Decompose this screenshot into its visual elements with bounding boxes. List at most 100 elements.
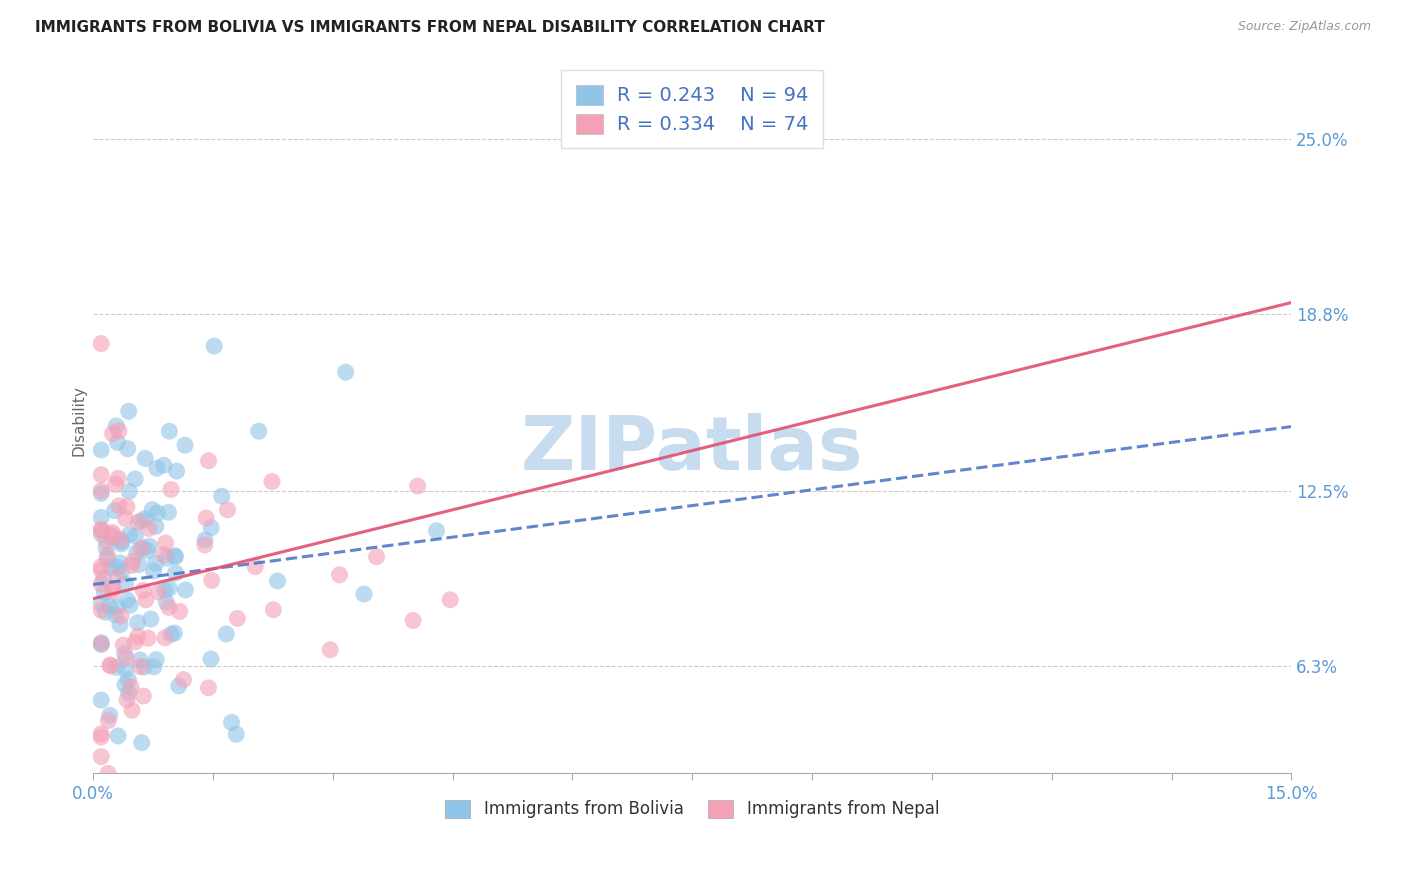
Point <box>197 681 219 695</box>
Point <box>136 543 159 558</box>
Point <box>134 451 156 466</box>
Point <box>90 730 112 744</box>
Point <box>134 660 156 674</box>
Point <box>266 574 288 588</box>
Point <box>124 635 146 649</box>
Point <box>90 442 112 457</box>
Point <box>160 627 183 641</box>
Point <box>107 471 129 485</box>
Point <box>97 549 120 563</box>
Point <box>115 651 138 665</box>
Point <box>122 554 145 568</box>
Point <box>107 729 129 743</box>
Point <box>94 605 117 619</box>
Point <box>165 566 187 580</box>
Point <box>118 527 141 541</box>
Point <box>145 653 167 667</box>
Point <box>157 505 180 519</box>
Point <box>260 475 283 489</box>
Point <box>117 686 139 700</box>
Point <box>97 766 120 780</box>
Point <box>117 673 139 687</box>
Legend: Immigrants from Bolivia, Immigrants from Nepal: Immigrants from Bolivia, Immigrants from… <box>439 793 946 825</box>
Point <box>226 611 249 625</box>
Point <box>110 564 132 578</box>
Point <box>101 426 124 441</box>
Point <box>114 678 136 692</box>
Point <box>166 464 188 478</box>
Point <box>108 617 131 632</box>
Point <box>105 660 128 674</box>
Point <box>118 484 141 499</box>
Point <box>90 749 112 764</box>
Point <box>328 567 350 582</box>
Point <box>90 467 112 482</box>
Point <box>90 336 112 351</box>
Point <box>100 560 122 574</box>
Point <box>90 559 112 574</box>
Point <box>121 703 143 717</box>
Point <box>200 652 222 666</box>
Point <box>90 486 112 500</box>
Point <box>96 551 118 566</box>
Point <box>125 545 148 559</box>
Point <box>90 483 112 498</box>
Point <box>157 581 180 595</box>
Point <box>120 680 142 694</box>
Point <box>111 535 134 549</box>
Point <box>160 483 183 497</box>
Point <box>114 576 136 591</box>
Point <box>221 715 243 730</box>
Point <box>90 636 112 650</box>
Point <box>107 435 129 450</box>
Point <box>215 627 238 641</box>
Point <box>201 574 224 588</box>
Point <box>112 638 135 652</box>
Point <box>194 533 217 547</box>
Point <box>366 549 388 564</box>
Point <box>115 500 138 514</box>
Text: ZIPatlas: ZIPatlas <box>522 413 863 485</box>
Point <box>115 692 138 706</box>
Point <box>142 564 165 578</box>
Point <box>101 584 124 599</box>
Point <box>157 600 180 615</box>
Point <box>195 511 218 525</box>
Point <box>247 424 270 438</box>
Point <box>110 609 132 624</box>
Point <box>90 597 112 611</box>
Point <box>117 593 139 607</box>
Point <box>153 583 176 598</box>
Text: Source: ZipAtlas.com: Source: ZipAtlas.com <box>1237 20 1371 33</box>
Point <box>90 638 112 652</box>
Point <box>118 404 141 418</box>
Point <box>129 653 152 667</box>
Point <box>129 659 152 673</box>
Point <box>114 647 136 661</box>
Point <box>100 658 122 673</box>
Point <box>124 529 146 543</box>
Point <box>104 503 127 517</box>
Point <box>197 454 219 468</box>
Point <box>128 558 150 572</box>
Point <box>120 558 142 573</box>
Point <box>217 502 239 516</box>
Point <box>127 615 149 630</box>
Point <box>402 614 425 628</box>
Point <box>108 556 131 570</box>
Point <box>141 502 163 516</box>
Point <box>90 522 112 536</box>
Point <box>225 727 247 741</box>
Point <box>105 569 128 583</box>
Point <box>98 658 121 673</box>
Point <box>138 521 160 535</box>
Point <box>132 689 155 703</box>
Point <box>97 714 120 728</box>
Point <box>104 477 127 491</box>
Point <box>194 538 217 552</box>
Point <box>114 662 136 676</box>
Point <box>90 524 112 538</box>
Point <box>93 572 115 586</box>
Point <box>167 679 190 693</box>
Point <box>262 602 284 616</box>
